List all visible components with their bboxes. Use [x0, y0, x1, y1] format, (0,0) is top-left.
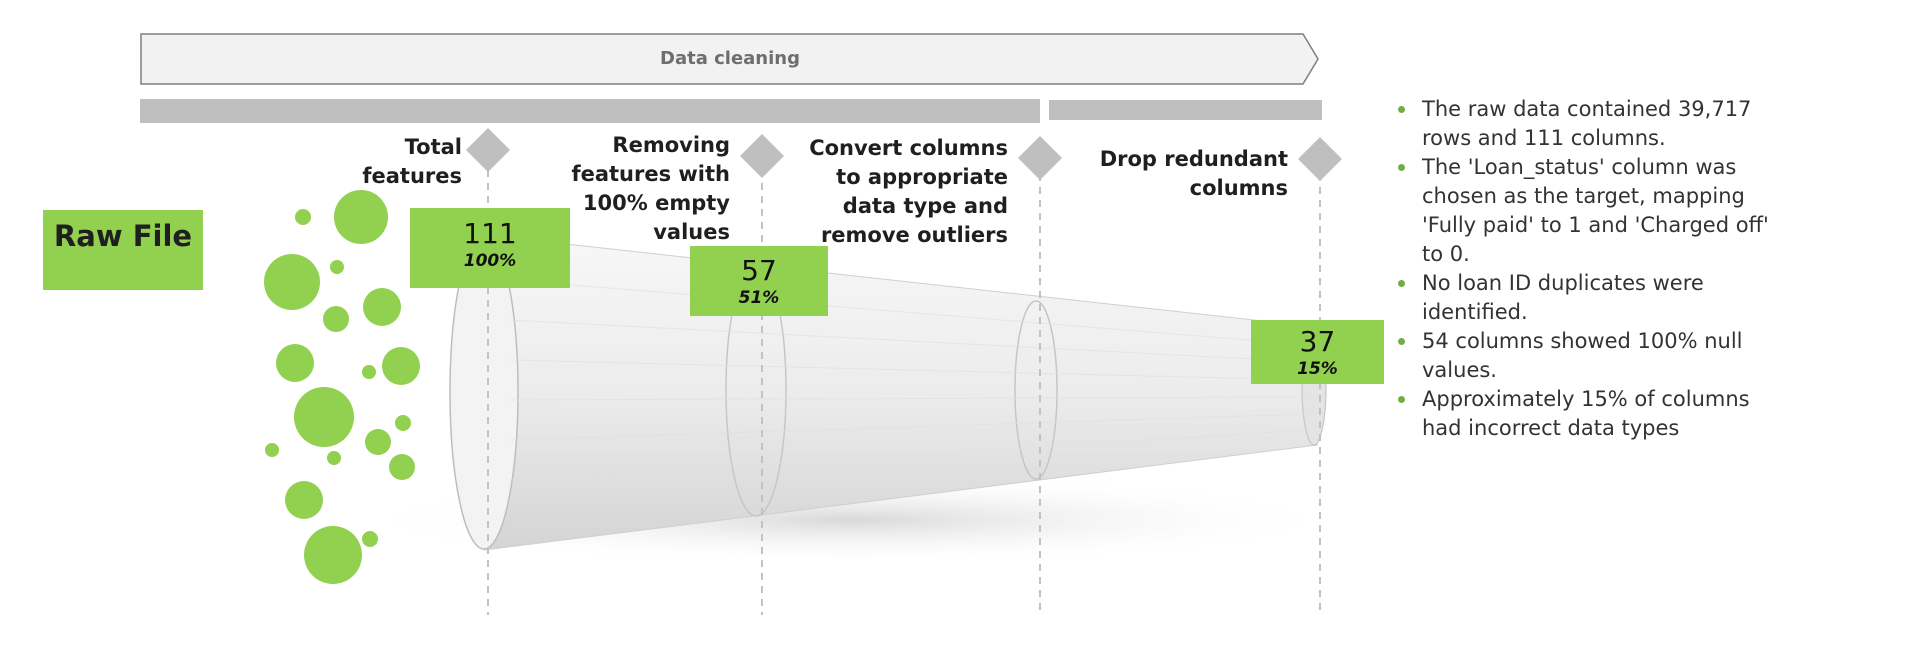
stage-markers: [466, 128, 1342, 181]
stage-3-line-2: to appropriate: [836, 165, 1008, 189]
count-box-removed-empty: 57 51%: [690, 246, 828, 316]
note-item: No loan ID duplicates were identified.: [1394, 269, 1794, 327]
stage-3-line-4: remove outliers: [820, 223, 1008, 247]
marker-diamond-2: [740, 134, 784, 178]
funnel-ring-3: [1014, 300, 1058, 480]
stage-3-line-3: data type and: [842, 194, 1008, 218]
raw-data-bubbles: [264, 190, 420, 584]
stage-4-line-2: columns: [1189, 176, 1288, 200]
stage-2-line-3: 100% empty: [582, 191, 730, 215]
marker-diamond-3: [1018, 136, 1062, 180]
raw-file-box: Raw File: [43, 210, 203, 290]
stage-3-line-1: Convert columns: [809, 136, 1008, 160]
percent-final: 15%: [1297, 359, 1338, 379]
note-item: The raw data contained 39,717 rows and 1…: [1394, 95, 1794, 153]
stage-label-convert-columns: Convert columns to appropriate data type…: [780, 134, 1008, 250]
percent-total: 100%: [463, 251, 517, 271]
progress-bar-right: [1049, 100, 1322, 120]
banner-label: Data cleaning: [660, 48, 800, 69]
count-final: 37: [1299, 325, 1336, 358]
stage-label-remove-empty: Removing features with 100% empty values: [530, 131, 730, 247]
raw-file-label: Raw File: [53, 219, 193, 253]
marker-diamond-1: [466, 128, 510, 172]
percent-removed-empty: 51%: [738, 288, 780, 308]
stage-label-total-features: Total features: [300, 133, 462, 191]
data-cleaning-banner: Data cleaning: [140, 33, 1320, 85]
progress-bar-left: [140, 99, 1040, 123]
stage-2-line-2: features with: [571, 162, 730, 186]
count-box-final: 37 15%: [1251, 320, 1384, 384]
stage-2-line-1: Removing: [612, 133, 730, 157]
stage-guides: [487, 170, 1321, 615]
note-item: 54 columns showed 100% null values.: [1394, 327, 1794, 385]
marker-diamond-4: [1298, 137, 1342, 181]
count-total: 111: [463, 217, 517, 250]
count-box-total: 111 100%: [410, 208, 570, 288]
count-removed-empty: 57: [741, 254, 777, 287]
notes-list: The raw data contained 39,717 rows and 1…: [1394, 95, 1794, 443]
note-item: Approximately 15% of columns had incorre…: [1394, 385, 1794, 443]
funnel-stripes: [509, 279, 1311, 481]
stage-4-line-1: Drop redundant: [1099, 147, 1288, 171]
stage-2-line-4: values: [653, 220, 730, 244]
stage-1-line-1: Total: [404, 135, 462, 159]
stage-label-drop-redundant: Drop redundant columns: [1080, 145, 1288, 203]
note-item: The 'Loan_status' column was chosen as t…: [1394, 153, 1794, 269]
stage-1-line-2: features: [362, 164, 462, 188]
